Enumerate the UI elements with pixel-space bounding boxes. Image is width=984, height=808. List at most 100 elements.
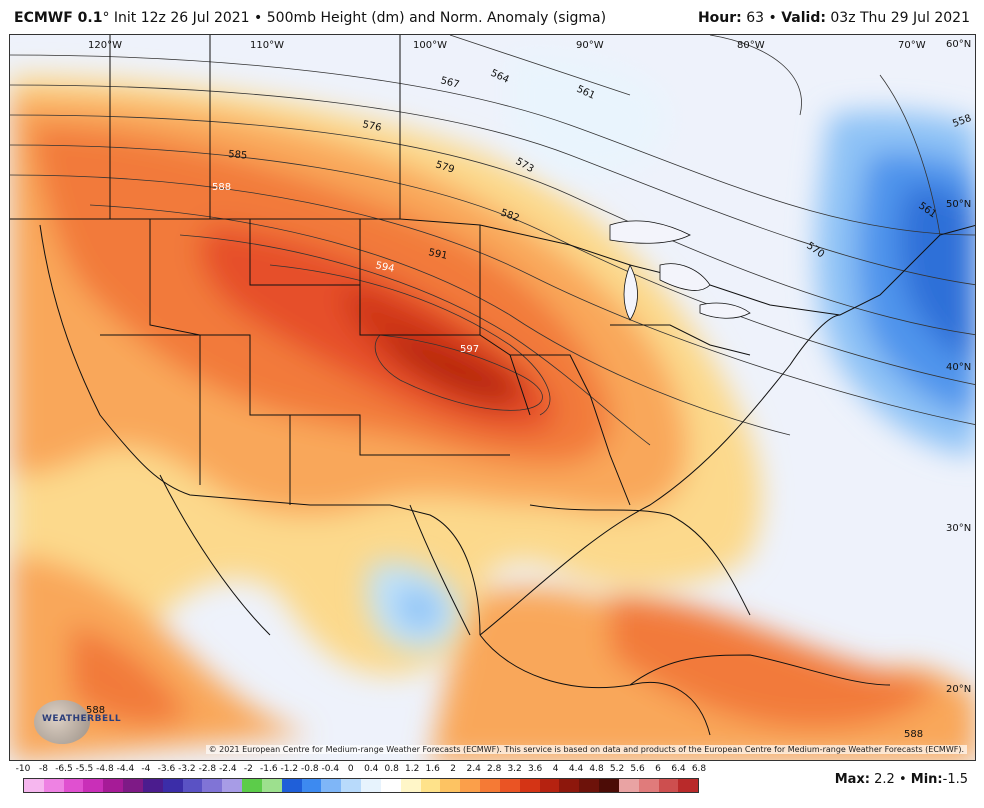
- lon-label: 110°W: [250, 40, 284, 51]
- legend-swatch: [400, 779, 421, 792]
- legend-swatch: [222, 779, 243, 792]
- legend-swatch: [420, 779, 441, 792]
- legend-tick-label: -8: [38, 764, 48, 774]
- legend-swatch: [539, 779, 560, 792]
- legend-tick-label: -3.2: [178, 764, 196, 774]
- legend-swatch: [123, 779, 143, 792]
- legend-tick-label: 5.2: [609, 764, 625, 774]
- legend-swatch: [103, 779, 124, 792]
- valid-label: Valid:: [781, 10, 826, 26]
- lat-label: 60°N: [946, 39, 971, 50]
- contour-label: 576: [361, 119, 382, 134]
- legend-swatch: [24, 779, 44, 792]
- longitude-labels: 120°W 110°W 100°W 90°W 80°W 70°W: [88, 40, 926, 51]
- height-contours: [10, 35, 975, 446]
- legend-swatch: [638, 779, 659, 792]
- legend-tick-labels: -10 -8 -6.5 -5.5 -4.8 -4.4 -4 -3.6 -3.2 -2.8 -2.4-…: [16, 764, 707, 776]
- legend-swatch: [63, 779, 84, 792]
- legend-swatch: [559, 779, 580, 792]
- lon-label: 70°W: [898, 40, 926, 51]
- contour-label: 591: [427, 247, 448, 262]
- contour-label: 588: [212, 182, 231, 193]
- legend-swatch: [301, 779, 322, 792]
- legend-tick-label: -4.8: [96, 764, 114, 774]
- legend-swatch: [460, 779, 481, 792]
- legend-swatch: [43, 779, 64, 792]
- legend-swatch: [142, 779, 163, 792]
- legend-swatch: [380, 779, 401, 792]
- latitude-labels: 60°N 50°N 40°N 30°N 20°N: [946, 39, 971, 695]
- legend-tick-label: 6.8: [691, 764, 707, 774]
- legend-swatch: [182, 779, 203, 792]
- header-title: ECMWF 0.1° Init 12z 26 Jul 2021 • 500mb …: [14, 10, 606, 26]
- separator: •: [768, 10, 777, 26]
- legend-tick-label: 6.4: [671, 764, 686, 774]
- legend-tick-label: 2.8: [486, 764, 502, 774]
- legend-tick-label: 1.6: [425, 764, 440, 774]
- legend-swatch: [480, 779, 500, 792]
- legend-swatch: [618, 779, 639, 792]
- legend-tick-label: 0.8: [384, 764, 399, 774]
- legend-swatch: [83, 779, 104, 792]
- logo-disc: [34, 700, 90, 744]
- min-label: Min:: [910, 772, 943, 787]
- legend-tick-label: -5.5: [75, 764, 94, 774]
- legend-tick-label: -2.4: [219, 764, 237, 774]
- hour-label: Hour:: [697, 10, 742, 26]
- legend-tick-label: -2.8: [198, 764, 217, 774]
- contour-label: 597: [460, 344, 479, 355]
- legend-swatch: [499, 779, 520, 792]
- legend-tick-label: -6.5: [55, 764, 73, 774]
- anomaly-map: 120°W 110°W 100°W 90°W 80°W 70°W 60°N 50…: [9, 34, 976, 761]
- legend-swatch: [579, 779, 600, 792]
- boundaries: [10, 35, 975, 736]
- logo-text: WEATHERBELL: [42, 714, 122, 724]
- legend-swatch: [658, 779, 679, 792]
- legend-tick-label: -3.6: [157, 764, 176, 774]
- max-value: 2.2: [874, 772, 895, 787]
- legend-tick-label: 4.8: [589, 764, 604, 774]
- legend-tick-label: 3.6: [527, 764, 543, 774]
- lon-label: 120°W: [88, 40, 122, 51]
- legend-swatch: [341, 779, 362, 792]
- legend-tick-label: 3.2: [507, 764, 522, 774]
- legend-tick-label: -4.4: [116, 764, 135, 774]
- contour-label: 567: [439, 75, 460, 91]
- legend-tick-label: -1.6: [260, 764, 278, 774]
- contour-label: 588: [904, 729, 923, 740]
- contour-label: 588: [86, 705, 105, 716]
- copyright-notice: © 2021 European Centre for Medium-range …: [205, 745, 967, 754]
- weatherbell-logo: WEATHERBELL: [24, 700, 121, 744]
- min-value: -1.5: [942, 772, 968, 787]
- legend-tick-label: 5.6: [630, 764, 645, 774]
- lon-label: 80°W: [737, 40, 765, 51]
- legend-tick-label: 1.2: [405, 764, 420, 774]
- header-valid: Hour: 63 • Valid: 03z Thu 29 Jul 2021: [698, 10, 970, 26]
- product-name: 500mb Height (dm) and Norm. Anomaly (sig…: [266, 10, 607, 26]
- legend-tick-label: -0.8: [301, 764, 319, 774]
- legend-swatch: [281, 779, 302, 792]
- legend-tick-label: 4: [552, 764, 559, 774]
- lon-label: 90°W: [576, 40, 604, 51]
- legend-tick-label: -1.2: [280, 764, 299, 774]
- legend-swatch: [678, 779, 699, 792]
- map-canvas: 120°W 110°W 100°W 90°W 80°W 70°W 60°N 50…: [10, 35, 975, 760]
- great-lakes: [609, 220, 751, 321]
- separator: •: [898, 772, 907, 787]
- model-name: ECMWF 0.1: [14, 10, 103, 26]
- legend-tick-label: -2: [243, 764, 253, 774]
- lat-label: 30°N: [946, 523, 971, 534]
- legend-swatch: [261, 779, 282, 792]
- legend-color-bar: [23, 778, 699, 793]
- header: ECMWF 0.1° Init 12z 26 Jul 2021 • 500mb …: [0, 0, 984, 34]
- legend-swatch: [242, 779, 262, 792]
- hour-value: 63: [746, 10, 765, 26]
- valid-value: 03z Thu 29 Jul 2021: [830, 10, 970, 26]
- legend-tick-label: 4.4: [568, 764, 584, 774]
- contour-label: 594: [374, 260, 395, 275]
- legend-tick-label: -0.4: [321, 764, 340, 774]
- lat-label: 50°N: [946, 199, 971, 210]
- legend-tick-label: 2: [450, 764, 457, 774]
- legend-tick-label: 0: [347, 764, 354, 774]
- legend-swatch: [519, 779, 540, 792]
